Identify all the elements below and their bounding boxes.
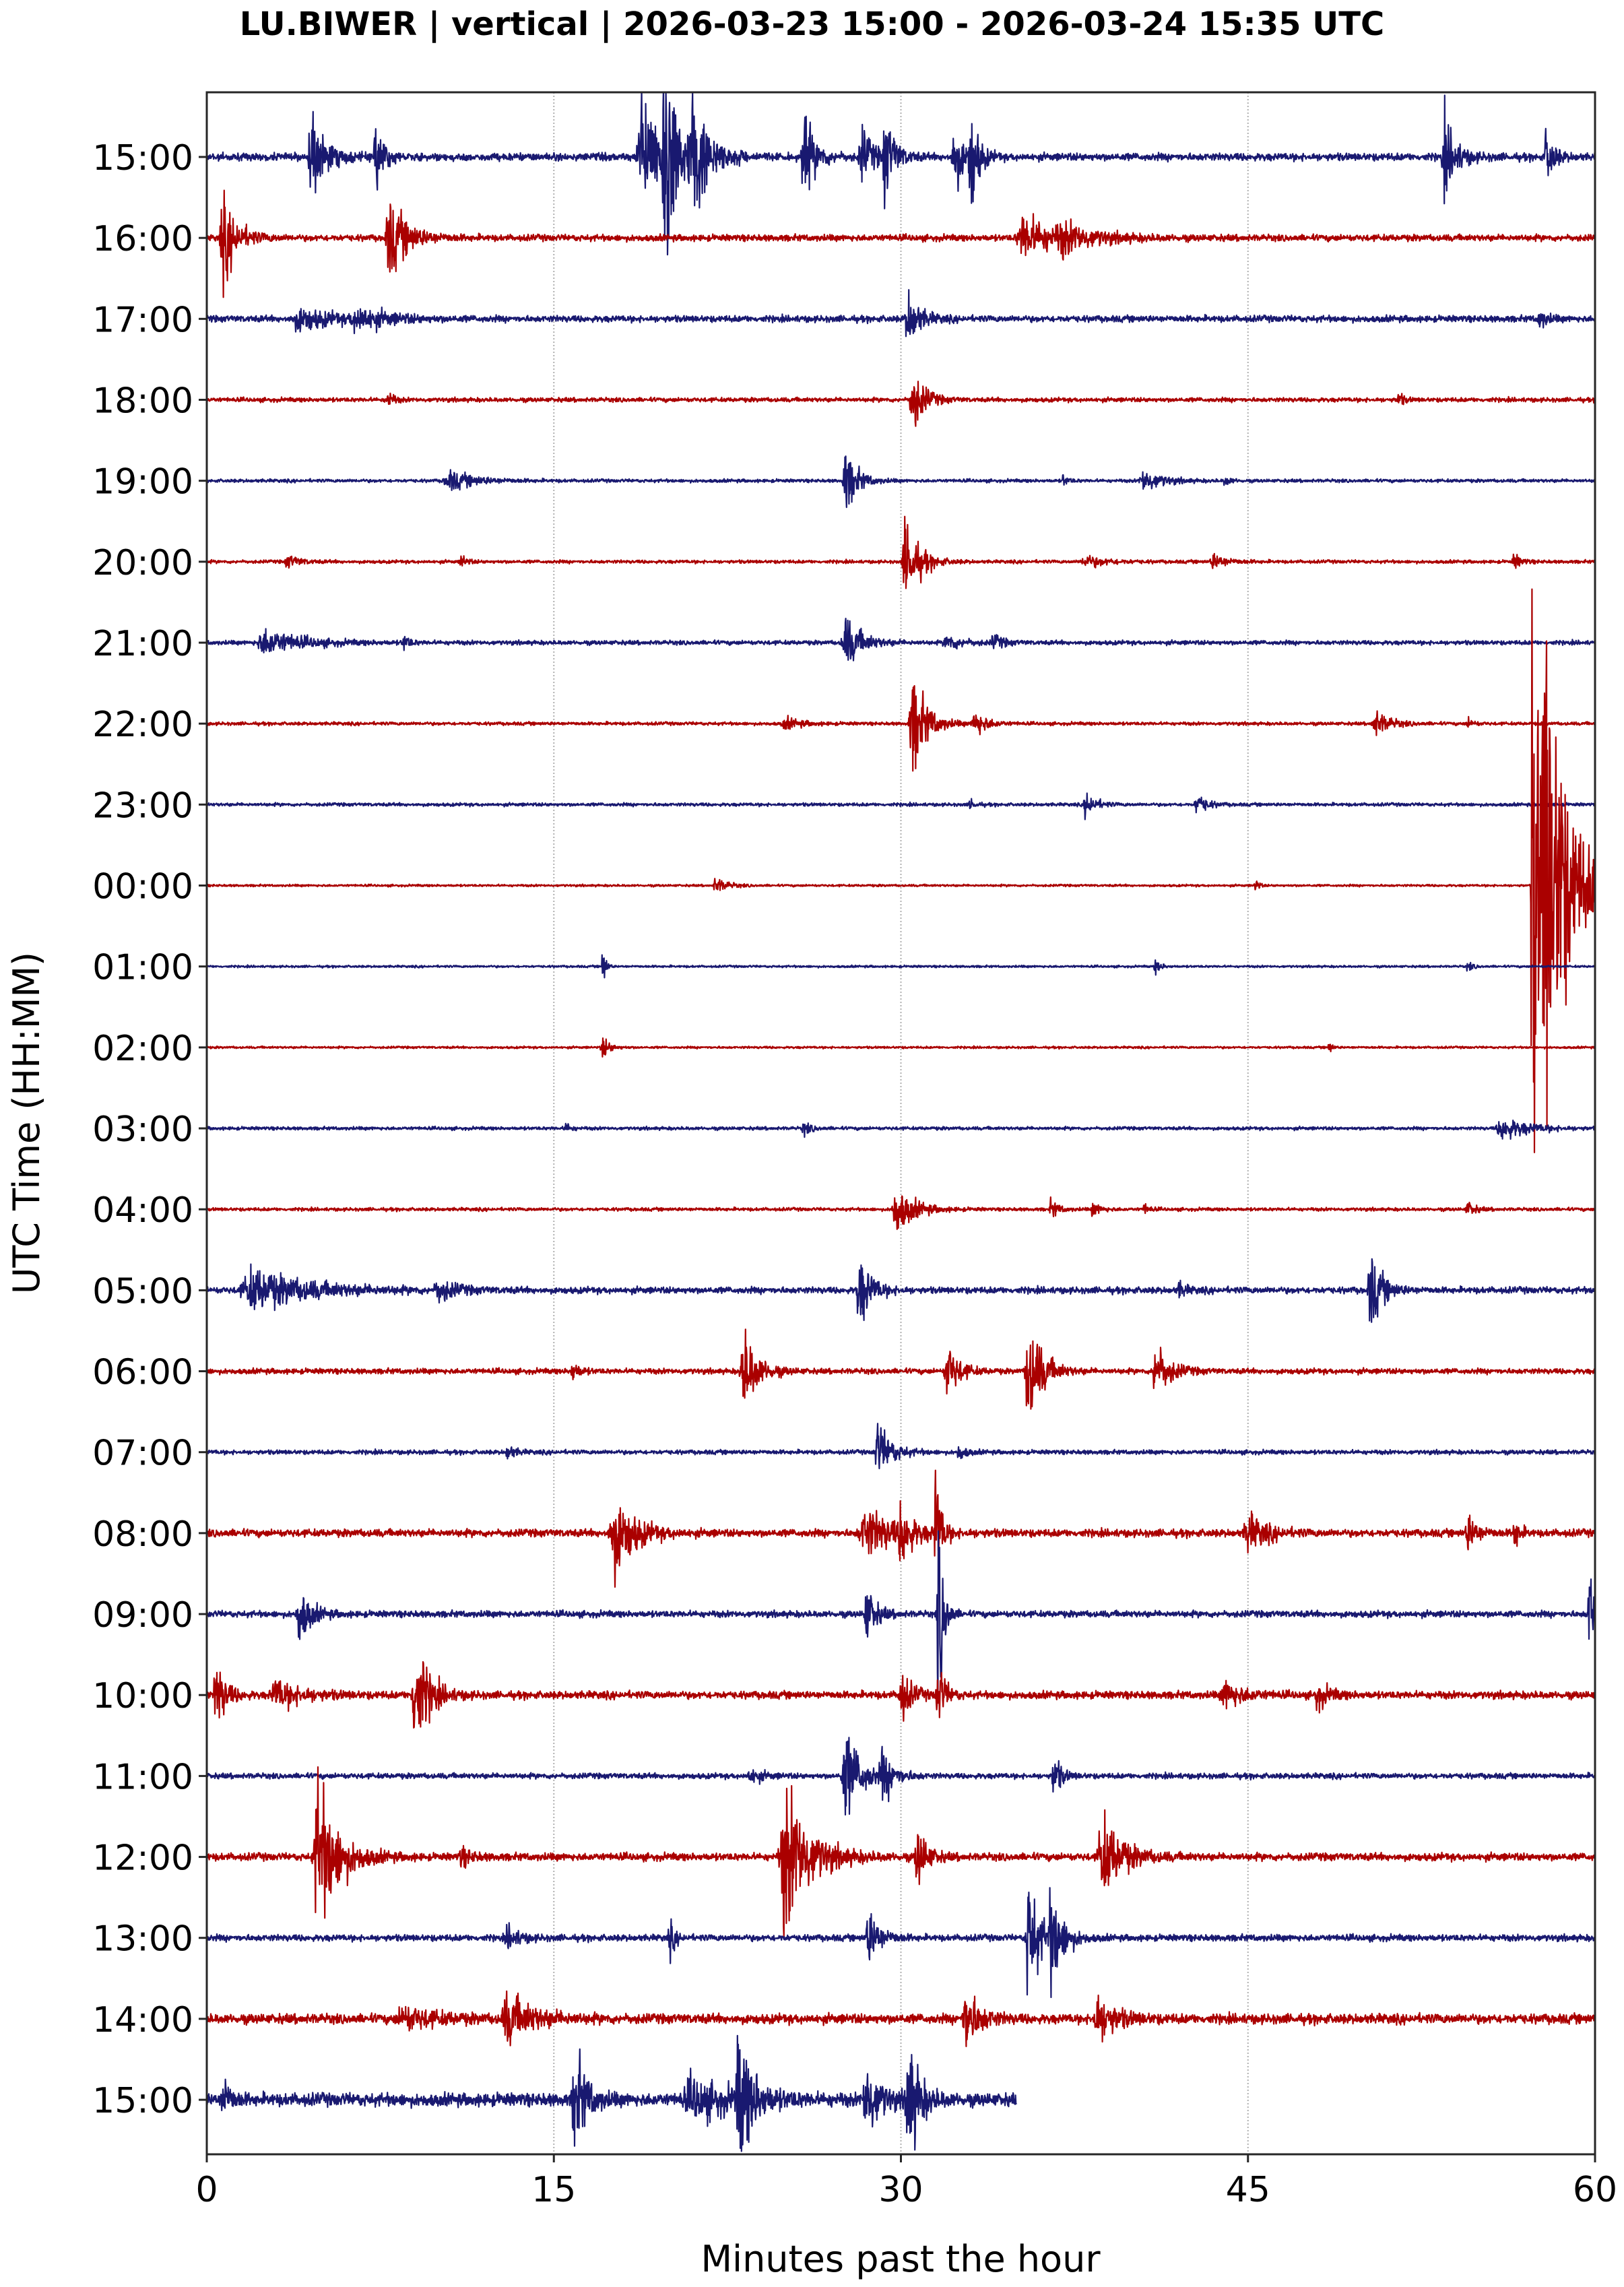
y-tick-label: 12:00 <box>92 1838 193 1879</box>
x-gridlines <box>553 92 1249 2154</box>
trace-row-2300 <box>207 792 1595 820</box>
y-tick-label: 05:00 <box>92 1271 193 1312</box>
trace-row-1500 <box>207 92 1595 256</box>
y-tick-label: 14:00 <box>92 2000 193 2040</box>
y-tick-label: 23:00 <box>92 785 193 826</box>
trace-row-0900 <box>207 1530 1595 1702</box>
y-tick-label: 18:00 <box>92 381 193 422</box>
trace-row-1600 <box>207 189 1595 298</box>
y-tick-label: 04:00 <box>92 1190 193 1231</box>
trace-row-0500 <box>207 1258 1595 1323</box>
trace-row-2100 <box>207 618 1595 662</box>
trace-row-1700 <box>207 289 1595 337</box>
y-tick-label: 21:00 <box>92 624 193 664</box>
trace-row-1400 <box>207 1990 1595 2047</box>
x-tick-label: 15 <box>531 2170 576 2210</box>
trace-row-0000 <box>207 588 1595 1153</box>
trace-row-1300 <box>207 1887 1595 1999</box>
chart-title: LU.BIWER | vertical | 2026-03-23 15:00 -… <box>239 5 1385 43</box>
y-tick-label: 10:00 <box>92 1676 193 1716</box>
x-tick-label: 30 <box>878 2170 923 2210</box>
x-tick-label: 60 <box>1573 2170 1617 2210</box>
trace-row-0800 <box>207 1469 1595 1588</box>
y-tick-label: 13:00 <box>92 1919 193 1960</box>
y-tick-label: 03:00 <box>92 1109 193 1150</box>
trace-row-1800 <box>207 381 1595 427</box>
y-tick-label: 15:00 <box>92 138 193 179</box>
trace-row-0200 <box>207 1037 1595 1058</box>
y-tick-label: 06:00 <box>92 1353 193 1393</box>
y-tick-label: 00:00 <box>92 867 193 907</box>
y-axis-label: UTC Time (HH:MM) <box>5 952 48 1294</box>
y-tick-label: 22:00 <box>92 705 193 745</box>
trace-row-0100 <box>207 954 1595 979</box>
y-tick-label: 20:00 <box>92 543 193 583</box>
y-tick-label: 09:00 <box>92 1595 193 1636</box>
x-axis-ticks: 0 15 30 45 60 <box>195 2154 1617 2210</box>
x-tick-label: 45 <box>1226 2170 1270 2210</box>
y-tick-label: 08:00 <box>92 1514 193 1555</box>
seismic-traces <box>207 92 1595 2152</box>
trace-row-0600 <box>207 1328 1595 1410</box>
y-axis-ticks: 15:00 16:00 17:00 18:00 19:00 20:00 21:00 22:00… <box>92 138 207 2121</box>
y-tick-label: 15:00 <box>92 2081 193 2121</box>
y-tick-label: 17:00 <box>92 300 193 340</box>
trace-row-0300 <box>207 1120 1595 1140</box>
x-axis-label: Minutes past the hour <box>701 2238 1101 2280</box>
y-tick-label: 16:00 <box>92 219 193 259</box>
trace-row-0700 <box>207 1423 1595 1470</box>
y-tick-label: 07:00 <box>92 1434 193 1474</box>
x-tick-label: 0 <box>195 2170 218 2210</box>
trace-row-2200 <box>207 685 1595 772</box>
trace-row-1000 <box>207 1661 1595 1729</box>
trace-row-0400 <box>207 1195 1595 1230</box>
y-tick-label: 01:00 <box>92 948 193 988</box>
y-tick-label: 02:00 <box>92 1029 193 1069</box>
trace-row-1100 <box>207 1737 1595 1816</box>
y-tick-label: 11:00 <box>92 1757 193 1797</box>
trace-row-1500 <box>207 2034 1017 2152</box>
trace-row-2000 <box>207 515 1595 589</box>
y-tick-label: 19:00 <box>92 462 193 503</box>
trace-row-1200 <box>207 1766 1595 1937</box>
trace-row-1900 <box>207 455 1595 509</box>
